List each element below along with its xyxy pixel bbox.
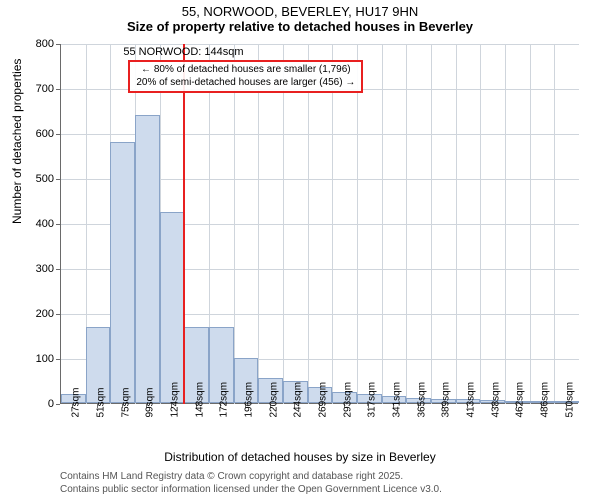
title-block: 55, NORWOOD, BEVERLEY, HU17 9HN Size of … <box>0 0 600 34</box>
marker-annotation-line2: 20% of semi-detached houses are larger (… <box>136 77 355 90</box>
plot-area <box>60 44 578 404</box>
y-tick-label: 0 <box>20 398 54 410</box>
marker-annotation-line1: ← 80% of detached houses are smaller (1,… <box>136 64 355 77</box>
marker-line <box>183 44 185 404</box>
histogram-bar <box>160 212 185 403</box>
marker-title: 55 NORWOOD: 144sqm <box>123 46 243 58</box>
histogram-bar <box>135 115 160 403</box>
y-tick-label: 800 <box>20 38 54 50</box>
x-axis-label: Distribution of detached houses by size … <box>0 450 600 464</box>
y-tick-label: 200 <box>20 308 54 320</box>
title-subtitle: Size of property relative to detached ho… <box>0 19 600 34</box>
y-tick-label: 100 <box>20 353 54 365</box>
y-tick-label: 500 <box>20 173 54 185</box>
histogram-bar <box>110 142 135 403</box>
footer-attribution: Contains HM Land Registry data © Crown c… <box>60 471 442 496</box>
y-tick-label: 300 <box>20 263 54 275</box>
marker-annotation-box: ← 80% of detached houses are smaller (1,… <box>128 60 363 93</box>
y-tick-label: 700 <box>20 83 54 95</box>
chart-container: 55, NORWOOD, BEVERLEY, HU17 9HN Size of … <box>0 0 600 500</box>
y-tick-label: 400 <box>20 218 54 230</box>
footer-line1: Contains HM Land Registry data © Crown c… <box>60 471 442 484</box>
title-address: 55, NORWOOD, BEVERLEY, HU17 9HN <box>0 4 600 19</box>
footer-line2: Contains public sector information licen… <box>60 484 442 497</box>
chart-area: 55 NORWOOD: 144sqm ← 80% of detached hou… <box>60 44 578 404</box>
y-tick-label: 600 <box>20 128 54 140</box>
